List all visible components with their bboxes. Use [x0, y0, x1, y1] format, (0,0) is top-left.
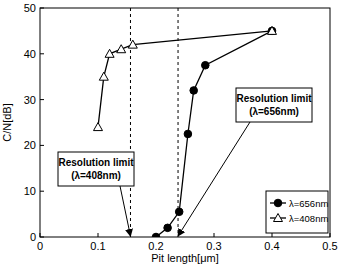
circle-marker [164, 224, 172, 232]
chart: 0 0.1 0.2 0.3 0.4 0.5 0 10 20 30 40 50 Pit length[μm… [0, 0, 350, 266]
triangle-marker [105, 49, 114, 57]
annotation-line: Resolution limit [237, 93, 313, 104]
circle-marker [184, 130, 192, 138]
y-tick-label: 30 [24, 94, 36, 106]
x-tick-label: 0 [37, 240, 43, 252]
y-tick [40, 191, 44, 192]
annotation-text: Resolution limit (λ=656nm) [237, 93, 313, 117]
triangle-marker [268, 26, 277, 34]
legend-label: λ=656nm [289, 198, 328, 209]
triangle-marker [99, 72, 108, 80]
triangle-marker [128, 40, 137, 48]
triangle-marker [117, 45, 126, 53]
circle-marker [274, 199, 282, 207]
circle-marker [152, 233, 160, 237]
series-line [156, 31, 272, 237]
resolution-limit-line [178, 8, 179, 237]
triangle-marker [94, 123, 103, 131]
annotation-line: (λ=408nm) [71, 170, 121, 181]
annotation-arrow [120, 186, 130, 236]
circle-marker [175, 208, 183, 216]
x-tick [98, 233, 99, 237]
x-tick-label: 0.5 [322, 240, 337, 252]
resolution-limit-line [130, 8, 131, 237]
annotation-arrow [178, 122, 250, 236]
x-tick-label: 0.3 [206, 240, 221, 252]
y-tick [40, 237, 44, 238]
y-axis-label: C/N[dB] [1, 103, 13, 142]
y-tick-label: 0 [30, 231, 36, 243]
x-tick [330, 233, 331, 237]
y-tick-label: 40 [24, 48, 36, 60]
y-tick-label: 10 [24, 185, 36, 197]
annotation-box [58, 152, 134, 186]
plot-frame [40, 8, 330, 237]
annotation-line: Resolution limit [59, 157, 135, 168]
x-tick [214, 233, 215, 237]
annotation-text: Resolution limit (λ=408nm) [59, 157, 135, 181]
annotation-box [236, 88, 312, 122]
legend: λ=656nm λ=408nm [266, 191, 328, 233]
legend-box [266, 191, 328, 233]
x-tick [40, 233, 41, 237]
y-tick [40, 53, 44, 54]
x-axis-label: Pit length[μm] [151, 252, 218, 264]
x-tick [272, 233, 273, 237]
y-tick [40, 99, 44, 100]
triangle-marker [274, 214, 283, 222]
x-tick-label: 0.1 [90, 240, 105, 252]
circle-marker [268, 27, 276, 35]
circle-marker [202, 61, 210, 69]
y-tick [40, 8, 44, 9]
y-tick-label: 50 [24, 2, 36, 14]
x-tick-label: 0.4 [264, 240, 279, 252]
annotation-line: (λ=656nm) [249, 106, 299, 117]
circle-marker [190, 87, 198, 95]
y-tick [40, 145, 44, 146]
legend-label: λ=408nm [289, 213, 328, 224]
y-tick-label: 20 [24, 139, 36, 151]
x-tick-label: 0.2 [148, 240, 163, 252]
